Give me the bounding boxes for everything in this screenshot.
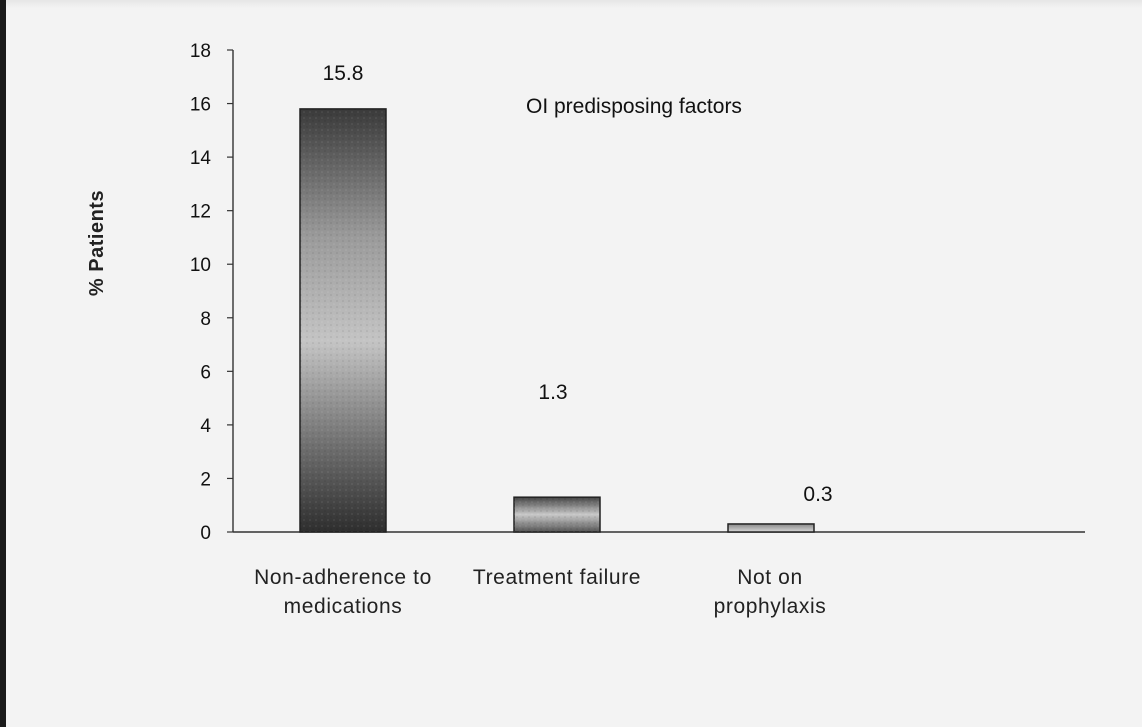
- category-label: medications: [284, 595, 403, 618]
- y-tick-label: 8: [200, 309, 211, 330]
- data-label: 0.3: [803, 483, 832, 506]
- y-axis-title: % Patients: [86, 190, 108, 296]
- y-tick-label: 16: [190, 95, 211, 116]
- page-top-edge: [0, 0, 1142, 8]
- y-tick-label: 10: [190, 255, 211, 276]
- page-left-edge: [0, 0, 6, 727]
- y-tick-label: 14: [190, 148, 212, 169]
- data-label: 1.3: [538, 381, 567, 404]
- y-tick-label: 0: [200, 523, 211, 544]
- y-tick-label: 6: [200, 362, 211, 383]
- data-labels: 15.8 1.3 0.3: [323, 62, 833, 506]
- category-label: Non-adherence to: [254, 566, 432, 589]
- y-tick-label: 18: [190, 41, 211, 62]
- bar: [727, 523, 815, 533]
- bar-series: [299, 108, 815, 533]
- y-tick-label: 4: [200, 416, 211, 437]
- category-label: prophylaxis: [714, 595, 827, 618]
- legend-text: OI predisposing factors: [526, 95, 742, 118]
- data-label: 15.8: [323, 62, 364, 85]
- category-label: Not on: [737, 566, 802, 589]
- y-axis: 0 2 4 6 8 10 12 14 16 18: [190, 41, 234, 544]
- category-label: Treatment failure: [473, 566, 641, 589]
- bar-texture: [514, 497, 600, 532]
- y-tick-label: 2: [200, 469, 211, 490]
- y-tick-label: 12: [190, 202, 211, 223]
- bar-texture: [300, 108, 386, 533]
- category-labels: Non-adherence to medications Treatment fai…: [254, 566, 826, 618]
